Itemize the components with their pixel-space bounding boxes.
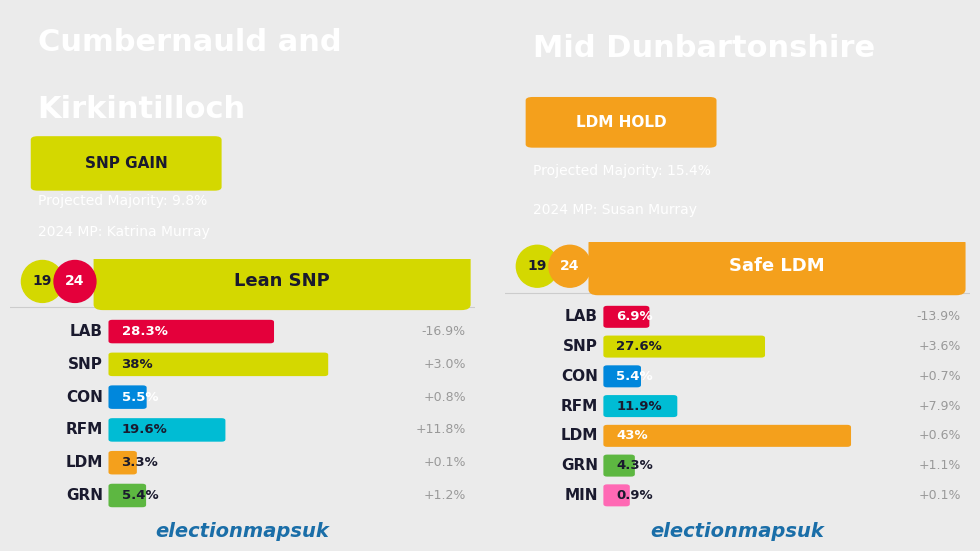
FancyBboxPatch shape — [604, 365, 641, 387]
Text: 2024 MP: Katrina Murray: 2024 MP: Katrina Murray — [37, 225, 210, 239]
Text: 19: 19 — [32, 274, 52, 289]
Text: +0.8%: +0.8% — [423, 391, 466, 404]
Text: LAB: LAB — [70, 324, 103, 339]
Text: 5.5%: 5.5% — [122, 391, 158, 404]
Text: LDM: LDM — [66, 455, 103, 470]
Text: Kirkintilloch: Kirkintilloch — [37, 95, 246, 124]
Text: +1.1%: +1.1% — [918, 459, 960, 472]
Text: GRN: GRN — [66, 488, 103, 503]
Text: 19.6%: 19.6% — [122, 423, 168, 436]
FancyBboxPatch shape — [94, 253, 470, 310]
Text: GRN: GRN — [561, 458, 598, 473]
Text: 19: 19 — [527, 259, 547, 273]
Text: -16.9%: -16.9% — [421, 325, 466, 338]
Text: +0.7%: +0.7% — [918, 370, 960, 383]
Text: CON: CON — [561, 369, 598, 384]
Text: LAB: LAB — [564, 309, 598, 325]
Text: SNP GAIN: SNP GAIN — [85, 156, 168, 171]
Text: 5.4%: 5.4% — [122, 489, 158, 502]
Ellipse shape — [549, 245, 591, 287]
Text: Projected Majority: 15.4%: Projected Majority: 15.4% — [533, 164, 710, 178]
Text: 27.6%: 27.6% — [616, 340, 662, 353]
Text: 0.9%: 0.9% — [616, 489, 653, 502]
FancyBboxPatch shape — [109, 353, 328, 376]
Text: 3.3%: 3.3% — [122, 456, 158, 469]
Text: 43%: 43% — [616, 429, 648, 442]
FancyBboxPatch shape — [109, 385, 147, 409]
Text: 24: 24 — [66, 274, 84, 289]
FancyBboxPatch shape — [604, 425, 851, 447]
FancyBboxPatch shape — [109, 320, 274, 343]
FancyBboxPatch shape — [604, 455, 635, 477]
Ellipse shape — [22, 261, 64, 302]
Text: -13.9%: -13.9% — [916, 310, 960, 323]
Ellipse shape — [54, 261, 96, 302]
Text: 4.3%: 4.3% — [616, 459, 653, 472]
Text: Lean SNP: Lean SNP — [234, 272, 330, 290]
FancyBboxPatch shape — [109, 484, 146, 507]
Text: RFM: RFM — [66, 423, 103, 437]
FancyBboxPatch shape — [109, 451, 137, 474]
Text: 2024 MP: Susan Murray: 2024 MP: Susan Murray — [533, 203, 697, 218]
Text: LDM HOLD: LDM HOLD — [576, 115, 666, 130]
FancyBboxPatch shape — [525, 97, 716, 148]
Text: Cumbernauld and: Cumbernauld and — [37, 28, 341, 57]
Text: +3.6%: +3.6% — [918, 340, 960, 353]
Text: RFM: RFM — [561, 398, 598, 414]
Text: MIN: MIN — [564, 488, 598, 503]
Text: CON: CON — [66, 390, 103, 404]
Text: Mid Dunbartonshire: Mid Dunbartonshire — [533, 34, 875, 63]
Text: +0.1%: +0.1% — [423, 456, 466, 469]
Text: +1.2%: +1.2% — [423, 489, 466, 502]
Text: 28.3%: 28.3% — [122, 325, 168, 338]
Ellipse shape — [516, 245, 559, 287]
Text: electionmapsuk: electionmapsuk — [651, 522, 824, 541]
Text: 24: 24 — [561, 259, 579, 273]
Text: SNP: SNP — [68, 357, 103, 372]
Text: +3.0%: +3.0% — [423, 358, 466, 371]
Text: Projected Majority: 9.8%: Projected Majority: 9.8% — [37, 195, 207, 208]
Text: +7.9%: +7.9% — [918, 399, 960, 413]
Text: 6.9%: 6.9% — [616, 310, 653, 323]
FancyBboxPatch shape — [604, 395, 677, 417]
Text: Safe LDM: Safe LDM — [729, 257, 825, 276]
FancyBboxPatch shape — [588, 237, 965, 295]
FancyBboxPatch shape — [604, 484, 630, 506]
Text: 11.9%: 11.9% — [616, 399, 662, 413]
Text: electionmapsuk: electionmapsuk — [156, 522, 329, 541]
FancyBboxPatch shape — [604, 306, 650, 328]
Text: +11.8%: +11.8% — [416, 423, 466, 436]
FancyBboxPatch shape — [109, 418, 225, 442]
Text: +0.1%: +0.1% — [918, 489, 960, 502]
Text: LDM: LDM — [561, 428, 598, 444]
Text: SNP: SNP — [563, 339, 598, 354]
FancyBboxPatch shape — [604, 336, 765, 358]
Text: 38%: 38% — [122, 358, 153, 371]
FancyBboxPatch shape — [30, 136, 221, 191]
Text: 5.4%: 5.4% — [616, 370, 653, 383]
Text: +0.6%: +0.6% — [918, 429, 960, 442]
